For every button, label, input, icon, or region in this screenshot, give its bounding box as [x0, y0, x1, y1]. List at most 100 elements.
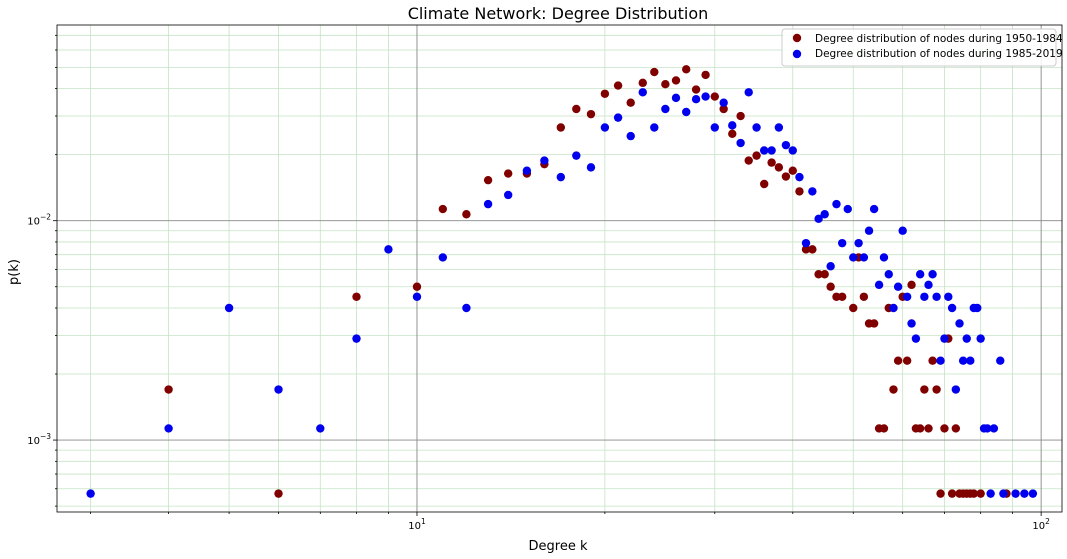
data-point-series-1: [920, 385, 929, 394]
data-point-series-2: [744, 88, 753, 97]
data-point-series-2: [999, 489, 1008, 498]
data-point-series-2: [438, 253, 448, 262]
data-point-series-2: [384, 245, 393, 254]
data-point-series-1: [572, 104, 581, 114]
data-point-series-2: [940, 334, 949, 343]
data-point-series-1: [801, 245, 811, 254]
data-point-series-1: [274, 489, 283, 498]
data-point-series-2: [996, 356, 1005, 365]
data-point-series-2: [788, 146, 797, 155]
x-tick-label: 102: [1032, 517, 1050, 532]
data-point-series-2: [976, 334, 985, 343]
data-point-series-1: [671, 76, 681, 85]
data-point-series-2: [661, 104, 670, 114]
data-point-series-2: [572, 151, 581, 160]
data-point-series-1: [638, 78, 647, 88]
data-point-series-2: [671, 93, 681, 103]
data-point-series-1: [795, 187, 804, 196]
data-point-series-1: [701, 70, 710, 80]
data-point-series-1: [626, 98, 635, 107]
data-point-series-1: [976, 489, 985, 498]
data-point-series-1: [849, 303, 858, 313]
data-point-series-1: [969, 489, 978, 498]
major-gridlines: [57, 25, 1062, 512]
x-axis-label: Degree k: [529, 539, 588, 554]
data-point-series-1: [837, 292, 847, 301]
data-point-series-1: [788, 166, 797, 175]
data-point-series-1: [940, 424, 949, 433]
data-point-series-2: [958, 356, 968, 365]
data-point-series-2: [274, 385, 283, 394]
data-point-series-1: [859, 292, 869, 301]
data-point-series-2: [854, 238, 863, 248]
data-point-series-1: [869, 319, 879, 328]
data-point-series-1: [893, 356, 903, 365]
data-point-series-1: [682, 65, 691, 74]
legend-marker-series-2: [792, 49, 802, 59]
data-point-series-2: [752, 123, 761, 132]
data-point-series-2: [626, 131, 635, 141]
data-point-series-2: [556, 172, 566, 182]
data-point-series-1: [412, 282, 422, 291]
data-point-series-2: [503, 190, 513, 200]
data-point-series-2: [801, 238, 811, 248]
data-point-series-2: [224, 303, 234, 313]
data-point-series-1: [352, 292, 361, 301]
data-point-series-2: [889, 303, 898, 313]
data-point-series-2: [826, 262, 835, 271]
data-point-series-1: [744, 156, 753, 165]
data-point-series-1: [613, 81, 623, 90]
data-point-series-2: [820, 210, 829, 219]
y-axis-label: p(k): [7, 259, 22, 285]
data-point-series-2: [936, 356, 945, 365]
data-point-series-2: [893, 282, 903, 291]
data-point-series-1: [781, 172, 791, 181]
data-point-series-1: [826, 282, 835, 291]
plot-frame: [56, 24, 1063, 513]
data-point-series-2: [164, 424, 173, 433]
data-point-series-2: [682, 107, 691, 117]
data-point-series-2: [911, 334, 921, 343]
data-point-series-1: [947, 489, 957, 498]
data-point-series-1: [650, 67, 659, 77]
data-point-series-2: [986, 489, 995, 498]
data-point-series-1: [438, 204, 448, 214]
data-point-series-2: [586, 163, 596, 172]
data-point-series-2: [650, 123, 659, 132]
y-tick-label: 10−3: [27, 432, 51, 447]
data-point-series-2: [412, 292, 422, 301]
data-point-series-2: [837, 238, 847, 248]
data-point-series-1: [951, 424, 961, 433]
data-point-series-1: [928, 356, 937, 365]
data-point-series-2: [955, 319, 964, 328]
data-point-series-2: [1020, 489, 1029, 498]
data-point-series-2: [832, 199, 841, 209]
data-point-series-1: [719, 104, 728, 114]
data-point-series-2: [1028, 489, 1038, 498]
data-point-series-1: [936, 489, 945, 498]
data-point-series-1: [736, 111, 745, 121]
data-point-series-2: [869, 204, 879, 214]
data-point-series-2: [760, 146, 769, 155]
data-point-series-2: [962, 334, 971, 343]
data-point-series-1: [586, 109, 596, 119]
x-tick-label: 101: [408, 517, 426, 532]
minor-gridlines: [57, 25, 1062, 512]
legend-marker-series-1: [792, 33, 802, 43]
data-point-series-1: [760, 179, 769, 189]
data-point-series-2: [966, 356, 975, 365]
data-point-series-2: [483, 199, 493, 209]
data-point-series-2: [898, 226, 907, 235]
data-point-series-1: [915, 424, 925, 433]
data-point-series-1: [691, 85, 701, 94]
data-point-series-2: [928, 270, 937, 279]
data-point-series-2: [973, 303, 982, 313]
data-points: [86, 65, 1038, 498]
data-point-series-2: [719, 98, 728, 107]
data-point-series-2: [774, 123, 784, 132]
legend-box: [781, 28, 1057, 67]
data-point-series-2: [849, 253, 858, 262]
data-point-series-1: [814, 270, 823, 279]
y-tick-label: 10−2: [27, 213, 51, 228]
